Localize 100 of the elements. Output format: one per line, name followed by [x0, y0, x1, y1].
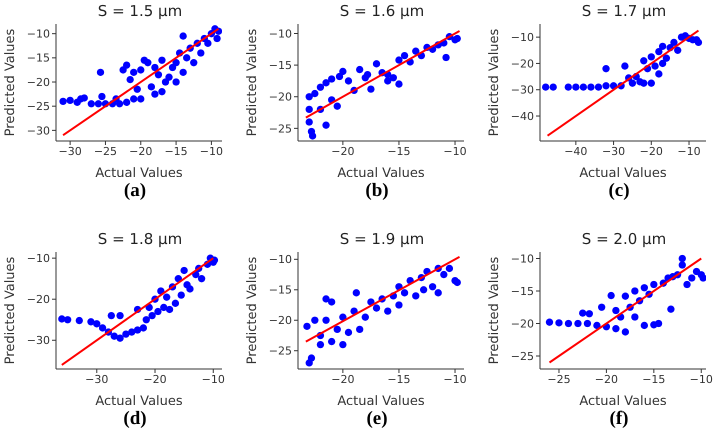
point — [648, 80, 655, 87]
point — [574, 320, 582, 328]
point — [172, 78, 180, 86]
x-tick-label: −30 — [85, 372, 108, 386]
point — [166, 306, 174, 314]
point — [306, 93, 313, 100]
point — [390, 74, 397, 82]
point — [364, 70, 372, 78]
y-tick-label: −10 — [510, 31, 534, 44]
point — [564, 320, 572, 328]
point — [622, 328, 630, 336]
point — [130, 68, 138, 76]
x-tick-label: −30 — [58, 144, 82, 158]
point — [384, 77, 392, 85]
y-tick-label: −20 — [26, 293, 50, 306]
point — [128, 328, 136, 336]
point — [395, 56, 403, 64]
x-tick-label: −10 — [690, 372, 713, 386]
text: (f) — [608, 408, 630, 430]
x-axis-title: Actual Values — [579, 166, 667, 181]
x-axis-title: Actual Values — [579, 394, 667, 409]
y-axis-title: Predicted Values — [3, 256, 18, 364]
point — [308, 354, 316, 362]
point — [303, 322, 311, 330]
point — [180, 266, 188, 274]
point — [356, 326, 364, 334]
point — [654, 320, 662, 328]
point — [213, 34, 221, 42]
point — [612, 306, 620, 314]
point — [308, 132, 316, 140]
point — [96, 68, 104, 76]
y-axis-title: Predicted Values — [245, 28, 260, 136]
point — [607, 292, 615, 300]
point — [151, 90, 159, 98]
point — [122, 98, 130, 106]
point — [151, 64, 159, 72]
point — [322, 295, 330, 303]
point — [328, 338, 336, 346]
point — [434, 289, 442, 296]
x-tick-label: −20 — [640, 144, 663, 158]
point — [440, 270, 448, 278]
x-axis-title: Actual Values — [337, 394, 425, 409]
point — [651, 62, 659, 70]
chart-title: S = 1.5 µm — [96, 2, 184, 20]
point — [322, 122, 330, 129]
point — [80, 94, 88, 102]
point — [650, 280, 658, 288]
point — [564, 83, 572, 91]
point — [179, 32, 187, 40]
point — [134, 326, 142, 334]
x-tick-label: −25 — [94, 144, 118, 158]
x-tick-label: −10 — [202, 372, 225, 386]
point — [688, 274, 696, 282]
point — [579, 309, 586, 317]
point — [586, 310, 593, 318]
point — [328, 298, 336, 306]
x-tick-label: −10 — [443, 372, 467, 386]
point — [190, 59, 198, 66]
point — [336, 72, 344, 80]
point — [662, 54, 670, 62]
text: (b) — [364, 180, 390, 202]
point — [339, 68, 347, 76]
point — [442, 54, 450, 62]
y-tick-label: −30 — [510, 84, 534, 97]
point — [316, 84, 324, 91]
point — [98, 324, 106, 332]
point — [178, 291, 185, 299]
point — [88, 100, 95, 108]
point — [311, 90, 318, 98]
point — [550, 83, 557, 91]
x-tick-label: −25 — [547, 372, 571, 386]
point — [372, 60, 380, 68]
point — [148, 83, 156, 90]
point — [198, 275, 206, 282]
chart-title: S = 1.6 µm — [338, 2, 426, 20]
x-tick-label: −20 — [331, 372, 354, 386]
point — [640, 80, 648, 87]
x-tick-label: −15 — [164, 144, 188, 158]
point — [137, 95, 144, 103]
point — [655, 48, 662, 56]
point — [204, 40, 212, 47]
x-tick-label: −10 — [443, 144, 467, 158]
point — [420, 286, 428, 294]
text: (a) — [122, 180, 148, 202]
point — [116, 334, 124, 342]
point — [602, 65, 610, 72]
point — [134, 86, 141, 93]
y-tick-label: −25 — [268, 122, 292, 136]
point — [555, 319, 563, 326]
point — [142, 316, 150, 324]
y-tick-label: −10 — [510, 252, 534, 266]
text: (c) — [607, 180, 631, 202]
point — [108, 312, 115, 320]
x-axis-title: Actual Values — [337, 166, 425, 181]
point — [352, 289, 360, 296]
y-tick-label: −15 — [268, 284, 292, 297]
point — [76, 316, 83, 324]
point — [674, 46, 682, 54]
x-tick-label: −15 — [642, 372, 666, 386]
point — [694, 38, 702, 46]
